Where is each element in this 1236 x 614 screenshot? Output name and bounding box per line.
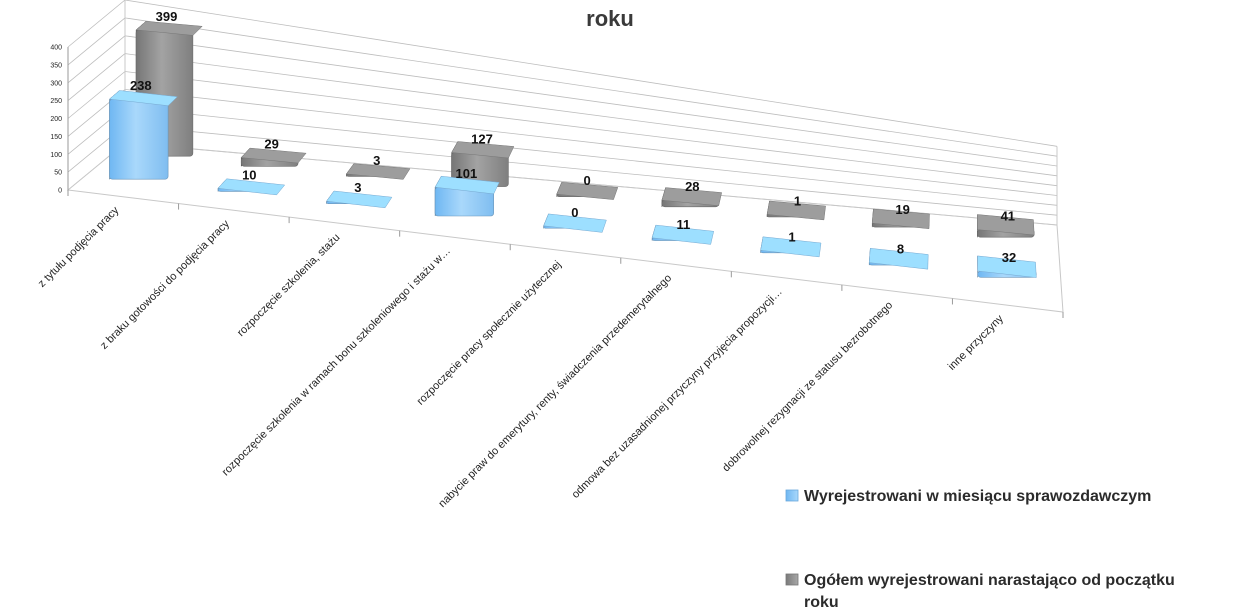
data-label-series-2-5: 28 xyxy=(685,179,699,194)
bar-series-2-7 xyxy=(871,208,930,229)
y-axis-tick-labels: 0 50 100 150 200 250 300 350 400 xyxy=(50,45,62,195)
data-label-series-2-0: 399 xyxy=(156,9,178,24)
bar-series-1-3 xyxy=(434,175,500,217)
bar-series-1-1 xyxy=(217,178,286,196)
data-label-series-2-4: 0 xyxy=(584,173,591,188)
bar-series-1-6 xyxy=(760,236,822,258)
bar-series-2-1 xyxy=(240,147,307,167)
category-label-1: z braku gotowości do podjęcia pracy xyxy=(98,218,232,352)
y-tick-label: 350 xyxy=(50,62,62,69)
bar-series-2-4 xyxy=(556,182,619,200)
legend: Wyrejestrowani w miesiącu sprawozdawczym… xyxy=(785,488,1175,611)
data-label-series-2-2: 3 xyxy=(373,153,380,168)
legend-label-series-2-line-2: roku xyxy=(804,594,839,611)
category-label-0: z tytułu podjęcia pracy xyxy=(36,204,122,290)
data-label-series-1-8: 32 xyxy=(1002,250,1016,265)
data-label-series-1-4: 0 xyxy=(571,205,578,220)
bar-series-1-0 xyxy=(108,89,178,180)
legend-label-series-2-line-1: Ogółem wyrejestrowani narastająco od poc… xyxy=(804,572,1175,589)
data-label-series-1-3: 101 xyxy=(456,166,478,181)
y-tick-label: 0 xyxy=(58,188,62,195)
bar-series-2-6 xyxy=(766,200,826,221)
gridline xyxy=(67,88,1058,196)
bar-series-2-2 xyxy=(345,162,411,180)
data-label-series-2-7: 19 xyxy=(895,202,909,217)
y-tick-label: 200 xyxy=(50,116,62,123)
bar-series-1-7 xyxy=(868,248,929,270)
category-label-5: nabycie praw do emerytury, renty, świadc… xyxy=(436,272,674,510)
category-label-3: rozpoczęcie szkolenia w ramach bonu szko… xyxy=(220,245,453,478)
bar-series-1-4 xyxy=(543,213,607,233)
y-tick-label: 300 xyxy=(50,80,62,87)
category-label-8: inne przyczyny xyxy=(946,312,1006,372)
legend-item-series-2: Ogółem wyrejestrowani narastająco od poc… xyxy=(785,572,1175,611)
gridline xyxy=(67,17,1058,157)
axes xyxy=(66,0,1064,318)
gridline xyxy=(67,71,1058,187)
data-label-series-1-2: 3 xyxy=(354,180,361,195)
y-tick-label: 50 xyxy=(54,170,62,177)
data-label-series-1-1: 10 xyxy=(242,167,256,182)
data-label-series-1-5: 11 xyxy=(677,217,691,232)
legend-swatch-series-2 xyxy=(785,573,799,586)
bar-series-1-2 xyxy=(326,190,393,209)
bar-series-2-3 xyxy=(451,140,515,188)
gridline xyxy=(67,53,1058,177)
y-tick-label: 100 xyxy=(50,152,62,159)
y-tick-label: 150 xyxy=(50,134,62,141)
gridline xyxy=(67,0,1058,147)
gridline xyxy=(67,35,1058,167)
data-label-series-1-7: 8 xyxy=(897,242,904,257)
category-label-4: rozpoczęcie pracy społecznie użytecznej xyxy=(415,259,564,408)
legend-swatch-series-1 xyxy=(785,489,799,502)
bar-series-2-8 xyxy=(977,214,1035,238)
bar-series-2-5 xyxy=(661,187,723,208)
bar-series-1-8 xyxy=(977,255,1037,278)
data-label-series-2-8: 41 xyxy=(1001,209,1015,224)
data-label-series-2-1: 29 xyxy=(264,137,278,152)
y-tick-label: 250 xyxy=(50,98,62,105)
legend-item-series-1: Wyrejestrowani w miesiącu sprawozdawczym xyxy=(785,488,1151,505)
data-label-series-2-6: 1 xyxy=(794,193,801,208)
y-tick-label: 400 xyxy=(50,45,62,52)
data-label-series-2-3: 127 xyxy=(471,132,493,147)
category-label-2: rozpoczęcie szkolenia, stażu xyxy=(235,232,342,339)
legend-label-series-1: Wyrejestrowani w miesiącu sprawozdawczym xyxy=(804,488,1151,505)
bar-series-1-5 xyxy=(651,224,715,245)
bars xyxy=(108,20,1037,278)
data-label-series-1-0: 238 xyxy=(130,78,152,93)
data-label-series-1-6: 1 xyxy=(788,229,795,244)
chart-title: roku xyxy=(586,6,634,31)
category-label-6: odmowa bez uzasadnionej przyczyny przyję… xyxy=(570,286,785,501)
